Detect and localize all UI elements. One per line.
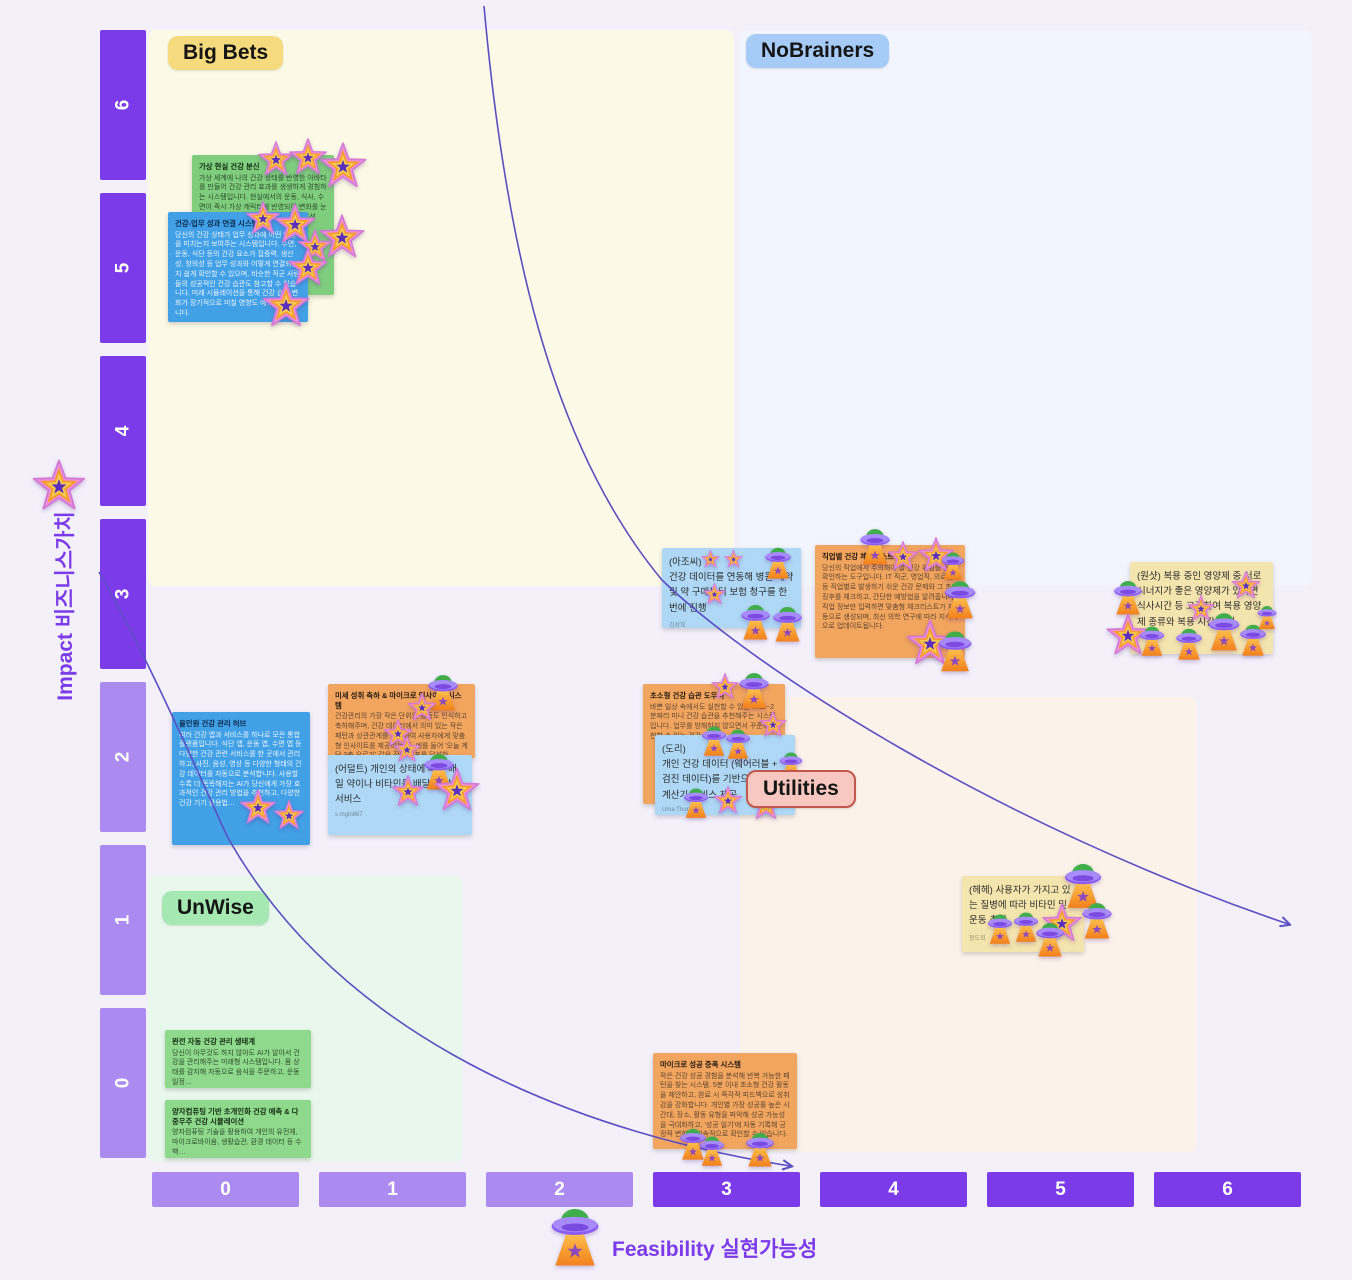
- ufo-sticker[interactable]: [763, 545, 793, 580]
- y-tick-label: 2: [111, 751, 133, 763]
- x-tick-label: 2: [554, 1178, 565, 1200]
- note-author: 정도희: [969, 935, 986, 942]
- star-sticker[interactable]: [702, 582, 727, 607]
- x-tick-label: 0: [220, 1178, 231, 1200]
- x-tick-0: 0: [152, 1172, 299, 1207]
- ufo-sticker[interactable]: [698, 1134, 726, 1167]
- y-tick-2: 2: [100, 682, 146, 832]
- star-sticker[interactable]: [392, 735, 422, 765]
- ufo-sticker[interactable]: [940, 550, 966, 581]
- note-title: 마이크로 성공 증폭 시스템: [660, 1060, 741, 1069]
- y-tick-label: 6: [111, 99, 133, 111]
- label-nobrainers[interactable]: NoBrainers: [746, 34, 890, 68]
- x-tick-label: 5: [1055, 1178, 1066, 1200]
- star-sticker[interactable]: [1230, 570, 1262, 602]
- y-axis-title: Impact 비즈니스가치: [54, 511, 77, 701]
- y-tick-label: 1: [111, 914, 133, 926]
- y-tick-5: 5: [100, 193, 146, 343]
- star-sticker[interactable]: [723, 549, 744, 570]
- star-sticker[interactable]: [272, 799, 306, 833]
- ufo-sticker[interactable]: [1206, 610, 1242, 652]
- ufo-sticker[interactable]: [682, 786, 710, 819]
- x-tick-1: 1: [319, 1172, 466, 1207]
- x-tick-5: 5: [987, 1172, 1134, 1207]
- star-sticker[interactable]: [432, 766, 482, 816]
- ufo-sticker[interactable]: [1080, 900, 1114, 940]
- star-sticker[interactable]: [712, 785, 744, 817]
- note-body: 당신의 건강 상태가 업무 성과에 어떤 영향을 미치는지 보여주는 시스템입니…: [175, 231, 301, 317]
- label-utilities[interactable]: Utilities: [746, 770, 856, 808]
- star-sticker[interactable]: [260, 280, 312, 332]
- ufo-sticker[interactable]: [936, 628, 974, 673]
- note-title: 양자컴퓨팅 기반 초개인화 건강 예측 & 다중우주 건강 시뮬레이션: [172, 1107, 299, 1126]
- x-tick-3: 3: [653, 1172, 800, 1207]
- y-tick-4: 4: [100, 356, 146, 506]
- y-tick-0: 0: [100, 1008, 146, 1158]
- ufo-sticker[interactable]: [1174, 626, 1204, 661]
- y-tick-label: 5: [111, 262, 133, 274]
- ufo-sticker[interactable]: [942, 578, 978, 620]
- ufo-sticker[interactable]: [724, 727, 752, 760]
- note-title: 건강-업무 성과 연결 시스템: [175, 219, 259, 228]
- ufo-sticker[interactable]: [771, 604, 804, 643]
- x-axis-title: Feasibility 실현가능성: [612, 1238, 818, 1261]
- note-body: 양자컴퓨팅 기술을 활용하여 개인의 유전체, 마이크로바이옴, 생활습관, 환…: [172, 1129, 302, 1156]
- x-tick-6: 6: [1154, 1172, 1301, 1207]
- star-sticker[interactable]: [390, 774, 426, 810]
- ufo-sticker[interactable]: [1112, 578, 1144, 616]
- x-tick-label: 6: [1222, 1178, 1233, 1200]
- note-title: 가상 현실 건강 분신: [199, 162, 260, 171]
- y-tick-label: 3: [111, 588, 133, 600]
- star-sticker[interactable]: [30, 458, 88, 516]
- ufo-sticker[interactable]: [737, 670, 771, 710]
- ufo-sticker[interactable]: [1034, 920, 1066, 958]
- y-tick-3: 3: [100, 519, 146, 669]
- star-sticker[interactable]: [758, 710, 788, 740]
- x-tick-label: 3: [721, 1178, 732, 1200]
- ufo-sticker[interactable]: [744, 1130, 776, 1168]
- ufo-sticker[interactable]: [548, 1204, 602, 1268]
- label-big-bets[interactable]: Big Bets: [168, 36, 284, 70]
- x-tick-label: 1: [387, 1178, 398, 1200]
- ufo-sticker[interactable]: [986, 912, 1014, 945]
- ufo-sticker[interactable]: [1138, 624, 1166, 657]
- star-sticker[interactable]: [317, 141, 369, 193]
- quadrant-nobrainers: [740, 30, 1312, 586]
- note-title: 올인원 건강 관리 허브: [179, 719, 247, 728]
- y-tick-label: 0: [111, 1077, 133, 1089]
- star-sticker[interactable]: [886, 540, 920, 574]
- note-body: 당신이 아무것도 하지 않아도 AI가 알아서 건강을 관리해주는 미래형 시스…: [172, 1049, 300, 1087]
- x-tick-4: 4: [820, 1172, 967, 1207]
- label-unwise[interactable]: UnWise: [162, 891, 269, 925]
- ufo-sticker[interactable]: [1256, 604, 1278, 630]
- ufo-sticker[interactable]: [739, 602, 772, 641]
- star-sticker[interactable]: [710, 672, 740, 702]
- x-tick-2: 2: [486, 1172, 633, 1207]
- note-title: 완전 자동 건강 관리 생태계: [172, 1037, 256, 1046]
- y-tick-1: 1: [100, 845, 146, 995]
- x-tick-label: 4: [888, 1178, 899, 1200]
- y-tick-label: 4: [111, 425, 133, 437]
- star-sticker[interactable]: [700, 549, 721, 570]
- y-tick-6: 6: [100, 30, 146, 180]
